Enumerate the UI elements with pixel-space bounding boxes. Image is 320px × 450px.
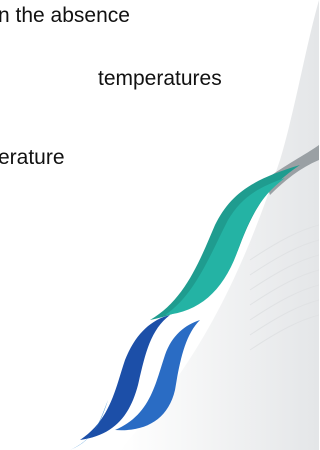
slide: n the absence temperatures erature <box>0 0 319 450</box>
text-line: erature <box>0 146 65 170</box>
text-line: temperatures <box>98 67 222 91</box>
text-line: n the absence <box>0 4 130 28</box>
